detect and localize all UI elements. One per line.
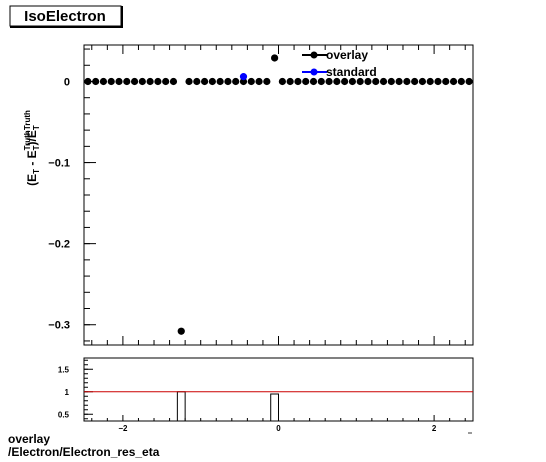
overlay-point [294, 77, 302, 86]
main-data-points [84, 54, 473, 335]
ratio-bars [176, 391, 280, 422]
y-axis-label: (ET - ETruthT)/ETruthT [23, 110, 41, 186]
overlay-point [123, 77, 131, 86]
overlay-point [216, 77, 224, 86]
overlay-point [130, 77, 139, 86]
overlay-point [418, 77, 427, 86]
overlay-point [247, 77, 255, 86]
legend-label-standard: standard [326, 65, 377, 79]
overlay-point [341, 77, 349, 86]
chart-title: IsoElectron [24, 8, 106, 25]
overlay-point [372, 77, 380, 86]
overlay-point [348, 77, 357, 86]
overlay-point [395, 77, 403, 86]
overlay-point [449, 77, 458, 86]
y-tick-label: −0.1 [48, 158, 70, 170]
overlay-point [426, 77, 434, 86]
overlay-point [278, 77, 286, 86]
ratio-x-tick-label: 0 [276, 424, 281, 433]
overlay-point [387, 77, 395, 86]
standard-point [239, 73, 248, 81]
overlay-point [232, 77, 240, 86]
y-tick-label: 0 [64, 76, 70, 88]
ratio-x-tick-label: −2 [118, 424, 128, 433]
overlay-point [309, 77, 318, 86]
overlay-point [325, 77, 333, 86]
legend: overlay standard [302, 48, 377, 79]
overlay-point [457, 77, 465, 86]
footer-line-1: overlay [8, 432, 51, 446]
ratio-y-tick-label: 0.5 [58, 410, 70, 419]
overlay-point [379, 77, 388, 86]
overlay-point [177, 327, 185, 335]
overlay-point [442, 77, 450, 86]
overlay-point [193, 77, 201, 86]
ratio-bar [176, 391, 186, 422]
overlay-point [115, 77, 123, 86]
overlay-point [255, 77, 263, 86]
overlay-point [92, 77, 100, 86]
overlay-point [162, 77, 170, 86]
legend-label-overlay: overlay [326, 48, 368, 62]
overlay-point [465, 77, 473, 86]
ratio-y-tick-label: 1.5 [58, 365, 70, 374]
overlay-point [333, 77, 341, 86]
ratio-bar [270, 393, 280, 422]
overlay-point [138, 77, 146, 86]
legend-entry-overlay: overlay [302, 48, 368, 62]
overlay-point [169, 77, 178, 86]
overlay-point [200, 77, 209, 86]
legend-entry-standard: standard [302, 65, 377, 79]
overlay-point [364, 77, 372, 86]
overlay-point [271, 54, 279, 62]
overlay-point [263, 77, 271, 86]
overlay-point [411, 77, 419, 86]
overlay-point [356, 77, 364, 86]
overlay-point [99, 77, 108, 86]
overlay-point [84, 77, 92, 86]
overlay-point [107, 77, 115, 86]
main-plot-frame [83, 44, 474, 346]
overlay-point [403, 77, 411, 86]
main-y-axis: 0 −0.1 −0.2 −0.3 [48, 48, 96, 342]
overlay-point [286, 77, 294, 86]
overlay-point [154, 77, 162, 86]
overlay-point [185, 77, 193, 86]
main-x-axis [91, 45, 466, 345]
overlay-point [208, 77, 216, 86]
ratio-x-tick-label: 2 [432, 424, 437, 433]
y-tick-label: −0.3 [48, 320, 70, 332]
overlay-point [317, 77, 325, 86]
ratio-y-tick-label: 1 [65, 388, 70, 397]
overlay-point [224, 77, 232, 86]
y-tick-label: −0.2 [48, 239, 70, 251]
ratio-y-axis: 0.5 1 1.5 [58, 359, 93, 420]
overlay-point [146, 77, 154, 86]
footer-line-2: /Electron/Electron_res_eta [8, 445, 160, 459]
overlay-point [434, 77, 442, 86]
overlay-point [302, 77, 310, 86]
title-box: IsoElectron [9, 5, 123, 28]
